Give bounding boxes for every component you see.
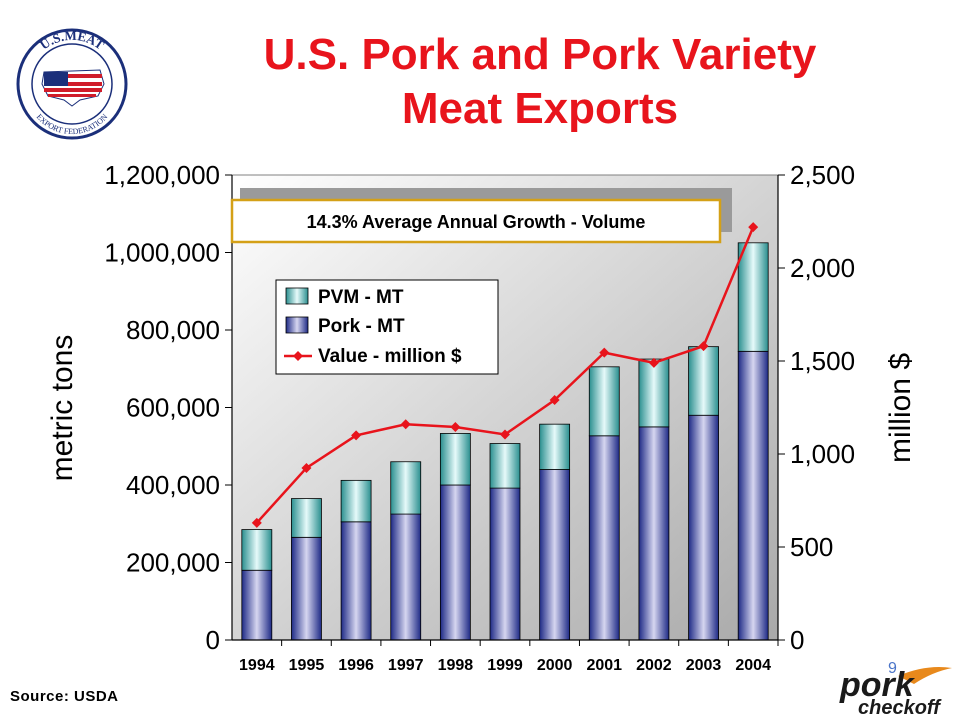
x-tick-label: 2000 [537, 657, 573, 674]
bar-pvm-1994 [241, 529, 273, 571]
value-point-1994 [251, 517, 262, 528]
x-tick-label: 1999 [487, 657, 523, 674]
y-tick-label: 1,000,000 [104, 238, 220, 268]
x-tick-label: 1996 [338, 657, 374, 674]
value-point-1998 [450, 422, 461, 433]
y-tick-label: 200,000 [126, 548, 220, 578]
legend-label-value: Value - million $ [318, 346, 462, 367]
legend-label-pvm: PVM - MT [318, 287, 404, 308]
y-tick-label: 400,000 [126, 470, 220, 500]
x-tick-label: 2003 [686, 657, 722, 674]
page-number: 9 [888, 660, 897, 677]
chart-title: U.S. Pork and Pork Variety Meat Exports [170, 28, 910, 136]
bar-pvm-1995 [291, 498, 322, 538]
y-right-tick-label: 1,000 [790, 439, 855, 469]
legend-swatch-pork [285, 316, 309, 334]
usmef-logo: U.S.MEAT EXPORT FEDERATION [16, 28, 128, 140]
x-tick-label: 2002 [636, 657, 672, 674]
bar-pork-2001 [588, 435, 620, 641]
bar-pork-1998 [439, 484, 471, 641]
callout-box [230, 198, 722, 244]
y-tick-label: 600,000 [126, 393, 220, 423]
value-point-2004 [748, 222, 759, 233]
x-tick-label: 2004 [735, 657, 771, 674]
value-point-1997 [400, 419, 411, 430]
y-axis-label: metric tons [46, 335, 79, 482]
bar-pvm-1999 [489, 443, 521, 489]
x-tick-label: 1994 [239, 657, 275, 674]
value-point-2001 [599, 347, 610, 358]
bar-pork-2000 [539, 469, 571, 641]
value-point-1995 [301, 462, 312, 473]
bar-pork-1999 [489, 487, 521, 641]
bar-pvm-2003 [688, 346, 719, 416]
value-point-1996 [351, 430, 362, 441]
x-tick-label: 1998 [438, 657, 474, 674]
y-right-tick-label: 500 [790, 532, 833, 562]
y-right-tick-label: 0 [790, 625, 804, 655]
swoosh-icon [898, 667, 952, 684]
bar-pvm-2004 [737, 242, 769, 352]
bar-pork-1995 [291, 536, 322, 641]
bar-pvm-1998 [439, 433, 471, 486]
bar-pork-1996 [340, 521, 372, 641]
y-tick-label: 800,000 [126, 315, 220, 345]
bar-pvm-1996 [340, 479, 372, 523]
bar-pvm-2002 [638, 358, 670, 428]
value-point-1999 [500, 429, 510, 440]
x-tick-label: 2001 [586, 657, 622, 674]
x-tick-label: 1997 [388, 657, 424, 674]
bar-pvm-2000 [539, 423, 571, 470]
bar-pvm-1997 [390, 461, 422, 515]
source-note: Source: USDA [10, 688, 119, 705]
title-line-1: U.S. Pork and Pork Variety [263, 30, 817, 79]
bar-pvm-2001 [588, 366, 620, 437]
annotation-text: 14.3% Average Annual Growth - Volume [307, 212, 646, 232]
bar-pork-1997 [390, 513, 422, 641]
y-tick-label: 1,200,000 [104, 160, 220, 190]
value-point-2003 [698, 341, 709, 352]
legend-label-pork: Pork - MT [318, 316, 405, 337]
y-axis-label-right: million $ [884, 353, 917, 463]
legend-box [275, 279, 499, 375]
bar-pork-2002 [638, 426, 670, 641]
bar-pork-2004 [737, 350, 769, 641]
bar-pork-2003 [688, 414, 719, 641]
brand-line-1: pork [839, 666, 916, 704]
y-right-tick-label: 2,000 [790, 253, 855, 283]
brand-line-2: checkoff [858, 697, 942, 718]
y-tick-label: 0 [206, 625, 220, 655]
value-point-2002 [648, 357, 659, 368]
y-right-tick-label: 2,500 [790, 160, 855, 190]
title-line-2: Meat Exports [401, 84, 679, 133]
y-right-tick-label: 1,500 [790, 346, 855, 376]
value-point-2000 [549, 395, 560, 406]
bar-pork-1994 [241, 569, 273, 641]
pork-checkoff-logo: pork checkoff [839, 666, 952, 718]
legend-swatch-value-marker [293, 351, 303, 361]
x-tick-label: 1995 [289, 657, 325, 674]
legend-swatch-pvm [285, 287, 309, 305]
flag-map-icon [41, 69, 105, 107]
